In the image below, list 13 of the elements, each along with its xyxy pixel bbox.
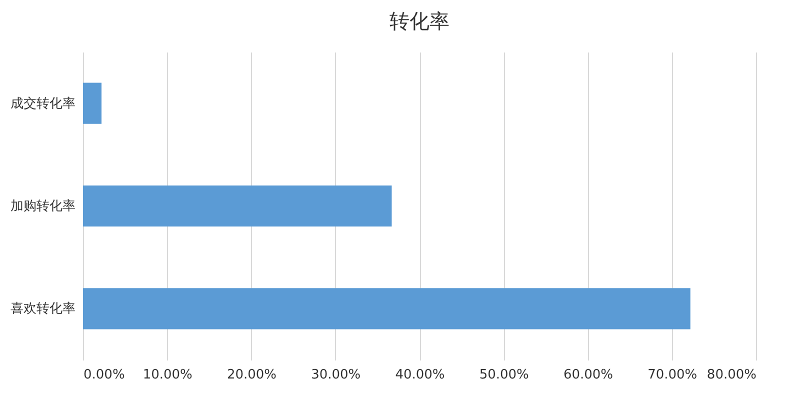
x-tick-label: 80.00%	[706, 368, 756, 382]
x-tick-label: 0.00%	[84, 368, 125, 382]
x-tick-label: 30.00%	[311, 368, 361, 382]
x-tick-label: 60.00%	[563, 368, 614, 382]
x-tick-label: 40.00%	[395, 368, 445, 382]
x-tick-label: 50.00%	[479, 368, 529, 382]
y-tick-label: 喜欢转化率	[10, 300, 76, 317]
chart-title: 转化率	[390, 9, 450, 33]
x-tick-label: 70.00%	[648, 368, 698, 382]
x-tick-label: 20.00%	[226, 368, 277, 382]
y-tick-label: 成交转化率	[10, 95, 76, 112]
y-tick-label: 加购转化率	[10, 198, 76, 214]
x-tick-label: 10.00%	[142, 368, 192, 382]
